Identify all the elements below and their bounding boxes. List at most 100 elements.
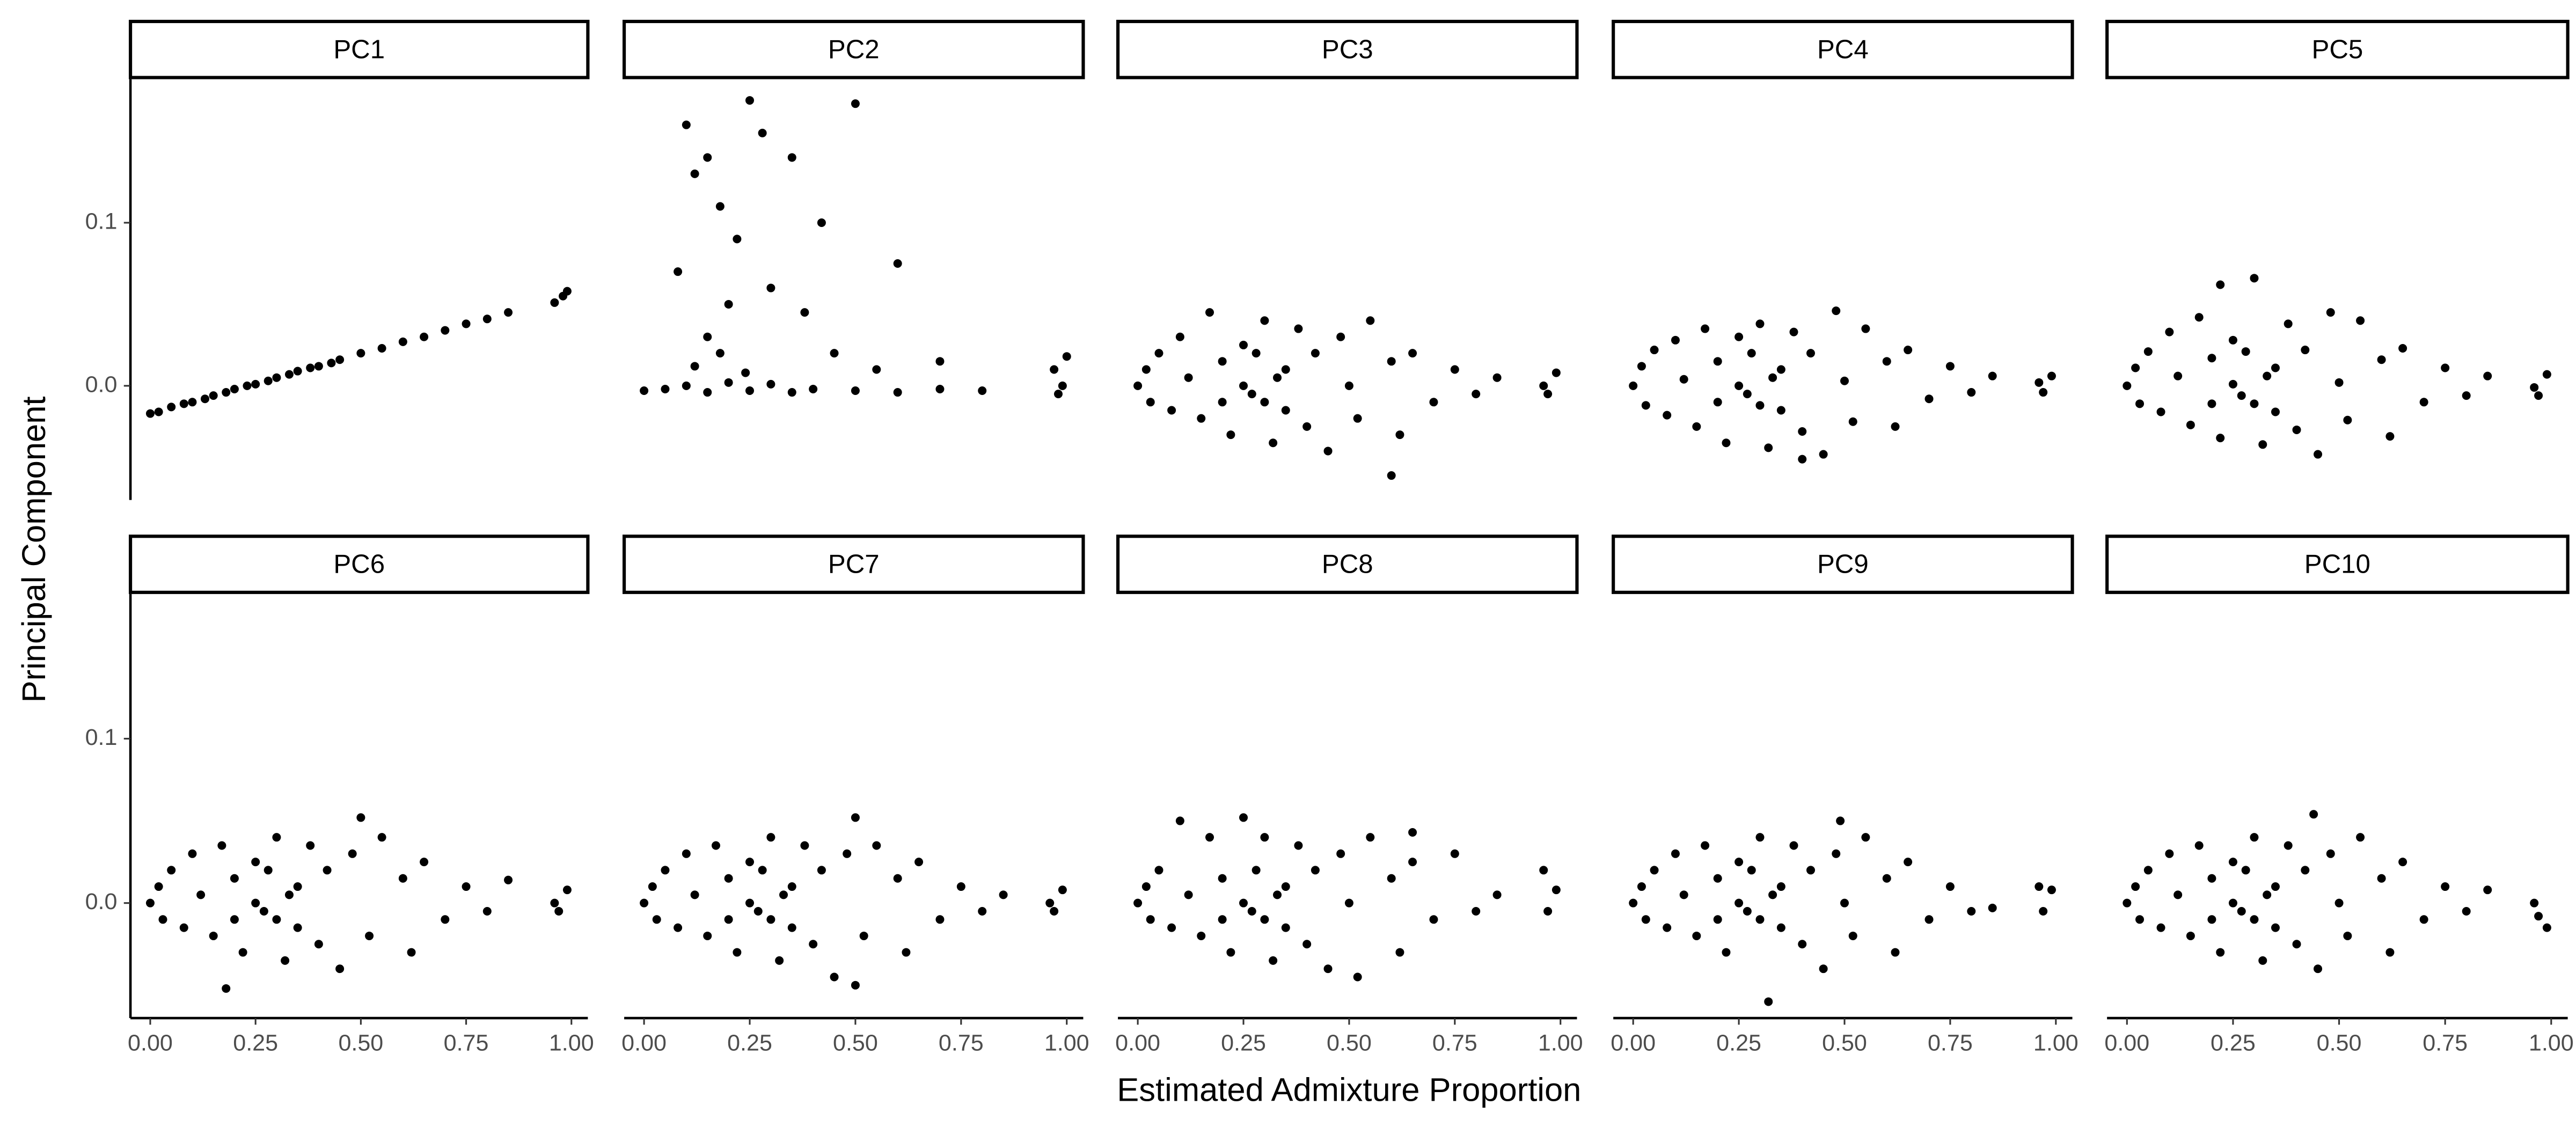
point [1967,388,1976,397]
point [766,283,775,292]
point [1755,915,1765,924]
x-tick-label: 0.00 [128,1030,173,1056]
point [1281,365,1290,374]
point [1260,316,1269,325]
point [753,906,763,916]
point [462,319,471,328]
point [554,906,564,916]
point [2398,858,2407,867]
strip-label: PC7 [828,550,880,579]
point [1141,365,1151,374]
point [2047,371,2056,380]
point [1848,931,1857,940]
point [1552,368,1561,377]
point [196,890,206,899]
point [1062,352,1071,361]
point [1924,915,1934,924]
point [1353,414,1362,423]
point [1408,858,1417,867]
point [1692,931,1701,940]
point [733,235,742,244]
point [2135,399,2145,408]
point [1832,306,1841,316]
point [2356,316,2365,325]
strip-label: PC2 [828,34,880,64]
point [1184,890,1193,899]
point [1154,349,1163,358]
point [1637,362,1646,371]
point [306,363,315,372]
point [690,362,699,371]
x-axis-title: Estimated Admixture Proportion [1117,1072,1581,1109]
point [682,849,691,858]
point [851,386,860,396]
y-tick-label: 0.1 [85,724,118,750]
point [2135,915,2145,924]
point [1197,931,1206,940]
point [1798,940,1807,949]
point [1226,430,1235,440]
x-tick-label: 1.00 [2033,1030,2079,1056]
point [154,407,163,416]
point [1053,390,1063,399]
point [398,337,407,346]
point [179,923,188,932]
point [145,409,155,418]
point [441,915,450,924]
point [787,882,796,891]
point [1679,890,1688,899]
point [2534,391,2543,400]
point [703,388,712,397]
point [745,858,755,867]
point [1806,349,1815,358]
point [800,308,809,317]
point [1798,427,1807,436]
point [420,858,429,867]
point [2334,378,2344,387]
point [482,314,492,324]
x-tick-label: 0.75 [1432,1030,1477,1056]
point [1768,373,1777,382]
point [222,984,231,993]
point [1252,866,1261,875]
point [2419,398,2428,407]
point [1747,866,1756,875]
point [1764,997,1773,1006]
point [1260,833,1269,842]
point [230,915,239,924]
point [2284,319,2293,328]
point [1755,401,1765,410]
x-tick-label: 0.50 [2317,1030,2362,1056]
point [1891,422,1900,431]
point [2419,915,2428,924]
point [2326,308,2335,317]
strip-label: PC10 [2304,550,2370,579]
point [758,866,767,875]
point [2542,370,2551,379]
point [1408,828,1417,837]
point [1175,332,1184,341]
point [661,384,670,393]
point [682,381,691,390]
point [1205,833,1214,842]
point [1302,940,1312,949]
point [2284,841,2293,850]
point [365,931,374,940]
point [715,202,724,211]
point [356,349,365,358]
point [2237,906,2246,916]
point [1747,349,1756,358]
point [872,365,881,374]
point [1167,923,1176,932]
point [1768,890,1777,899]
point [2263,890,2272,899]
point [2301,346,2310,355]
point [674,923,683,932]
point [1387,874,1396,883]
point [407,948,416,957]
point [2292,940,2301,949]
point [830,972,839,982]
point [2271,882,2280,891]
point [1429,915,1438,924]
point [348,849,357,858]
